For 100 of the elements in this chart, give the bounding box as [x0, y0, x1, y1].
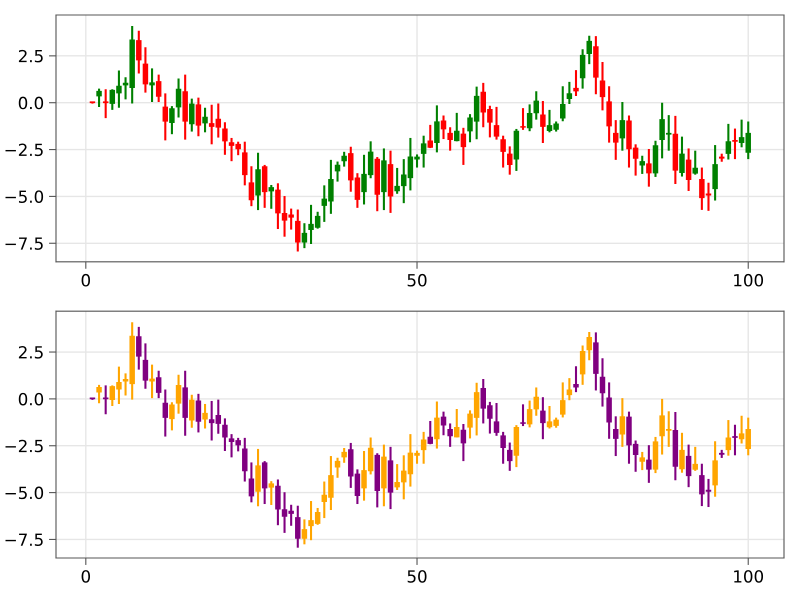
candlestick	[686, 444, 692, 488]
candlestick	[162, 388, 168, 438]
candlestick	[142, 46, 148, 94]
candlestick	[560, 381, 566, 418]
candlestick	[500, 430, 506, 465]
candlestick	[520, 403, 526, 428]
candlestick	[520, 107, 526, 131]
candlestick	[586, 34, 592, 66]
candlestick	[613, 415, 618, 458]
candlestick	[460, 126, 466, 166]
candlestick	[613, 119, 618, 161]
candlestick	[222, 121, 228, 156]
candlestick	[526, 103, 532, 132]
candlestick	[268, 480, 274, 506]
y-tick-label: −5.0	[5, 190, 44, 203]
candlestick	[268, 184, 274, 210]
candlestick	[540, 396, 546, 440]
candlestick	[434, 104, 440, 154]
candlestick	[732, 424, 738, 456]
candlestick	[302, 222, 308, 250]
candlestick	[248, 461, 254, 504]
x-tick-label: 100	[734, 570, 764, 583]
candlestick	[460, 422, 466, 462]
candlestick	[248, 165, 254, 208]
candlestick	[96, 384, 102, 404]
candlestick	[420, 134, 426, 169]
x-tick-label: 50	[408, 570, 427, 583]
candlestick	[242, 436, 248, 483]
candlestick	[428, 420, 434, 446]
candlestick	[646, 148, 652, 188]
candlestick	[102, 384, 108, 416]
candlestick	[420, 430, 426, 465]
candlestick	[620, 397, 626, 448]
candlestick	[540, 100, 546, 144]
candlestick	[189, 98, 195, 133]
candlestick	[341, 446, 347, 464]
candlestick	[334, 456, 340, 479]
candlestick	[679, 136, 685, 178]
candlestick	[732, 128, 738, 160]
y-tick-label: −7.5	[5, 534, 43, 546]
candlestick	[454, 112, 460, 142]
candlestick	[573, 365, 579, 394]
candlestick	[440, 410, 446, 436]
candlestick	[454, 408, 460, 439]
candlestick	[692, 446, 698, 472]
y-tick-label: 0.0	[18, 392, 44, 406]
y-tick-label: −7.5	[5, 237, 43, 250]
candlestick	[620, 100, 626, 152]
candlestick	[686, 147, 692, 192]
candlestick	[726, 122, 732, 161]
candlestick	[149, 364, 155, 400]
candlestick	[202, 106, 208, 134]
y-tick-label: 2.5	[18, 346, 43, 359]
candlestick	[222, 417, 228, 452]
candlestick	[96, 88, 102, 108]
x-tick-label: 0	[82, 274, 90, 287]
y-tick-label: −2.5	[5, 144, 43, 156]
candlestick	[494, 402, 500, 437]
candlestick	[507, 145, 512, 176]
candlestick	[718, 152, 724, 163]
candlestick	[394, 166, 400, 195]
candlestick	[718, 448, 724, 459]
candlestick	[136, 326, 142, 371]
candlestick	[566, 80, 572, 106]
candlestick	[692, 150, 698, 176]
candlestick	[494, 106, 500, 141]
candlestick	[586, 330, 592, 362]
candlestick	[189, 394, 195, 429]
candlestick	[600, 357, 606, 408]
candlestick	[176, 374, 182, 415]
candlestick	[196, 96, 202, 138]
y-tick-label: 0.0	[18, 96, 44, 110]
candlestick	[500, 134, 506, 169]
candlestick	[560, 85, 566, 122]
candlestick	[573, 69, 579, 98]
x-tick-label: 100	[734, 274, 764, 287]
candlestick	[600, 60, 606, 112]
candlestick	[295, 504, 301, 549]
candlestick	[646, 444, 652, 484]
candlestick	[580, 48, 586, 90]
candlestick	[640, 154, 645, 175]
candlestick	[440, 114, 446, 140]
candlestick	[176, 77, 182, 119]
candlestick	[341, 150, 347, 168]
y-tick-label: 2.5	[18, 50, 43, 62]
candlestick	[640, 450, 645, 472]
candlestick	[534, 90, 539, 121]
candlestick	[507, 442, 512, 472]
x-tick-label: 0	[82, 570, 90, 583]
candlestick	[302, 518, 308, 546]
candlestick	[242, 140, 248, 186]
candlestick	[169, 401, 175, 432]
y-tick-label: −5.0	[5, 486, 44, 500]
candlestick	[447, 126, 453, 152]
candlestick	[156, 74, 162, 104]
candlestick	[196, 392, 202, 434]
candlestick	[156, 370, 162, 400]
candlestick	[580, 344, 586, 386]
candlestick	[566, 377, 572, 402]
candlestick	[162, 92, 168, 142]
